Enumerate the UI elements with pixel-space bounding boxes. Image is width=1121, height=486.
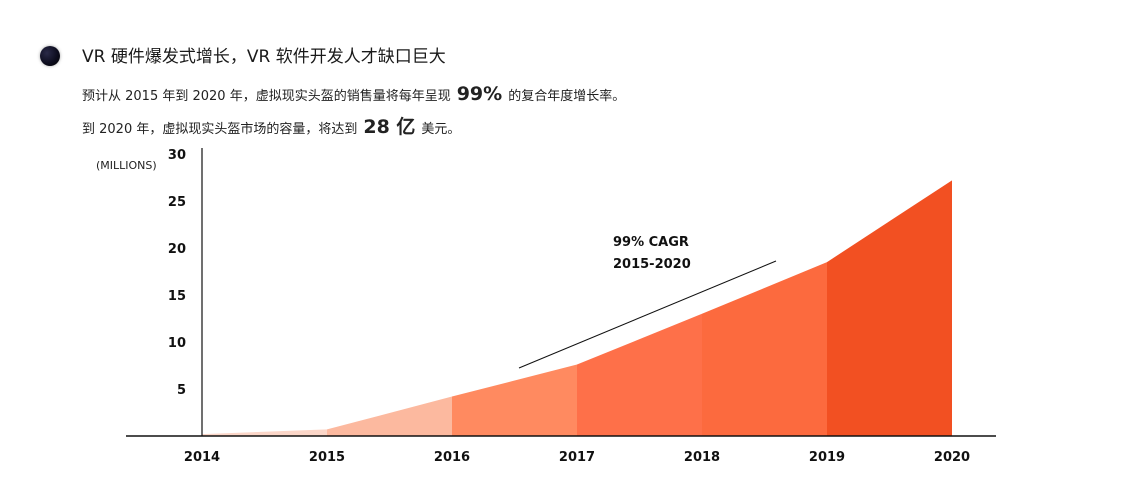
subtitle-2-text: 到 2020 年，虚拟现实头盔市场的容量，将达到 <box>82 122 358 137</box>
area-segment-2015-2016 <box>327 396 452 436</box>
area-segment-2019-2020 <box>827 180 952 436</box>
bullet-icon <box>40 46 60 66</box>
page-title: VR 硬件爆发式增长，VR 软件开发人才缺口巨大 <box>82 47 446 67</box>
x-tick-2014: 2014 <box>184 450 220 465</box>
cagr-period-label: 2015-2020 <box>613 257 691 272</box>
area-segment-2016-2017 <box>452 364 577 436</box>
cagr-trend-line <box>518 260 777 369</box>
y-tick-30: 30 <box>168 148 186 163</box>
y-tick-25: 25 <box>168 195 186 210</box>
area-segments <box>202 180 952 436</box>
x-tick-2018: 2018 <box>684 450 720 465</box>
area-segment-2017-2018 <box>577 313 702 436</box>
x-tick-2020: 2020 <box>934 450 970 465</box>
y-axis-label: (MILLIONS) <box>96 159 157 172</box>
x-tick-2019: 2019 <box>809 450 845 465</box>
subtitle-1-suffix: 的复合年度增长率。 <box>508 89 626 104</box>
area-segment-2018-2019 <box>702 262 827 436</box>
subtitle-1-text: 预计从 2015 年到 2020 年，虚拟现实头盔的销售量将每年呈现 <box>82 89 451 104</box>
x-tick-2015: 2015 <box>309 450 345 465</box>
x-tick-2017: 2017 <box>559 450 595 465</box>
subtitle-2-suffix: 美元。 <box>421 122 461 137</box>
y-tick-15: 15 <box>168 289 186 304</box>
area-segment-2014-2015 <box>202 429 327 436</box>
y-tick-5: 5 <box>177 383 186 398</box>
subtitle-line-1: 预计从 2015 年到 2020 年，虚拟现实头盔的销售量将每年呈现 99% 的复合… <box>82 84 625 107</box>
cagr-highlight: 99% <box>456 83 503 105</box>
y-tick-labels: 5 10 15 20 25 30 <box>168 148 186 398</box>
x-tick-labels: 2014 2015 2016 2017 2018 2019 2020 <box>184 450 970 465</box>
y-tick-20: 20 <box>168 242 186 257</box>
subtitle-line-2: 到 2020 年，虚拟现实头盔市场的容量，将达到 28 亿美元。 <box>82 117 460 140</box>
y-tick-10: 10 <box>168 336 186 351</box>
cagr-label: 99% CAGR <box>613 235 689 250</box>
market-size-highlight: 28 亿 <box>363 116 416 138</box>
x-tick-2016: 2016 <box>434 450 470 465</box>
